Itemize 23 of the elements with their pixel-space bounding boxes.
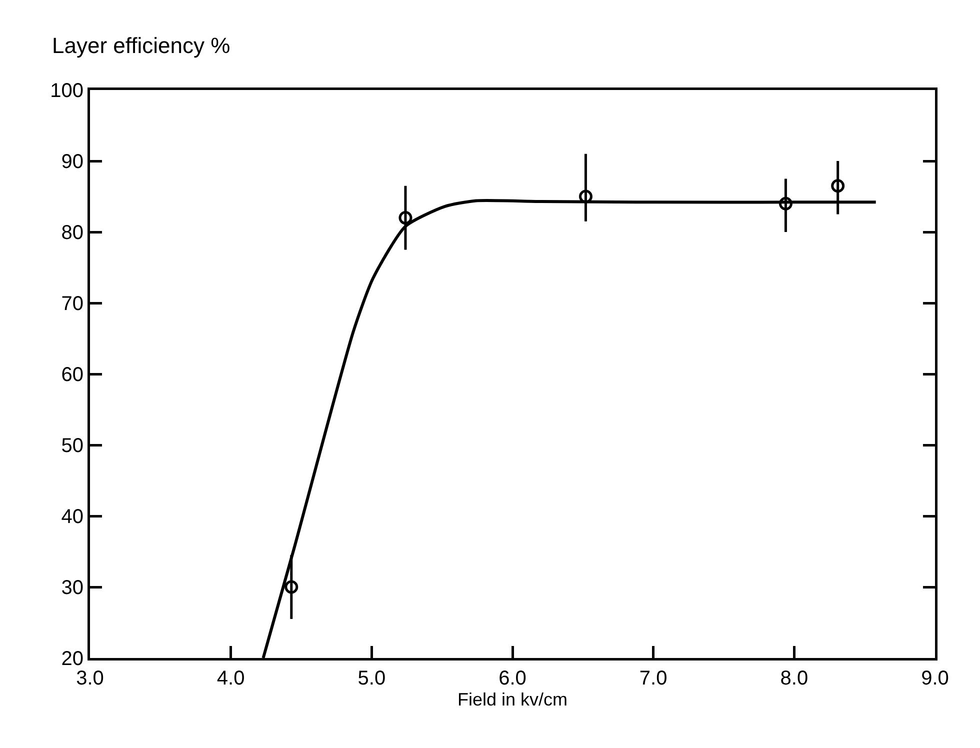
x-tick-label: 9.0 (921, 668, 949, 690)
y-tick-label: 40 (61, 506, 84, 528)
y-tick-label: 20 (61, 648, 84, 670)
x-tick-label: 7.0 (639, 668, 668, 690)
x-tick-label: 8.0 (780, 668, 808, 690)
y-tick-label: 70 (61, 293, 84, 315)
y-tick-label: 60 (61, 364, 84, 386)
point (398, 211, 412, 225)
y-tick-label: 90 (61, 151, 84, 173)
x-axis-title: Field in kv/cm (457, 690, 568, 710)
point (778, 196, 792, 210)
x-tick-label: 5.0 (358, 668, 386, 690)
x-tick-label: 4.0 (216, 668, 245, 690)
point (284, 580, 298, 594)
y-tick-label: 30 (61, 577, 84, 599)
x-tick-label: 3.0 (76, 668, 104, 690)
point (578, 190, 592, 204)
y-axis-title: Layer efficiency % (52, 33, 230, 58)
y-tick-label: 100 (50, 80, 84, 102)
y-tick-label: 80 (61, 222, 84, 244)
point (831, 179, 845, 193)
x-tick-label: 6.0 (498, 668, 526, 690)
y-tick-label: 50 (61, 435, 84, 457)
